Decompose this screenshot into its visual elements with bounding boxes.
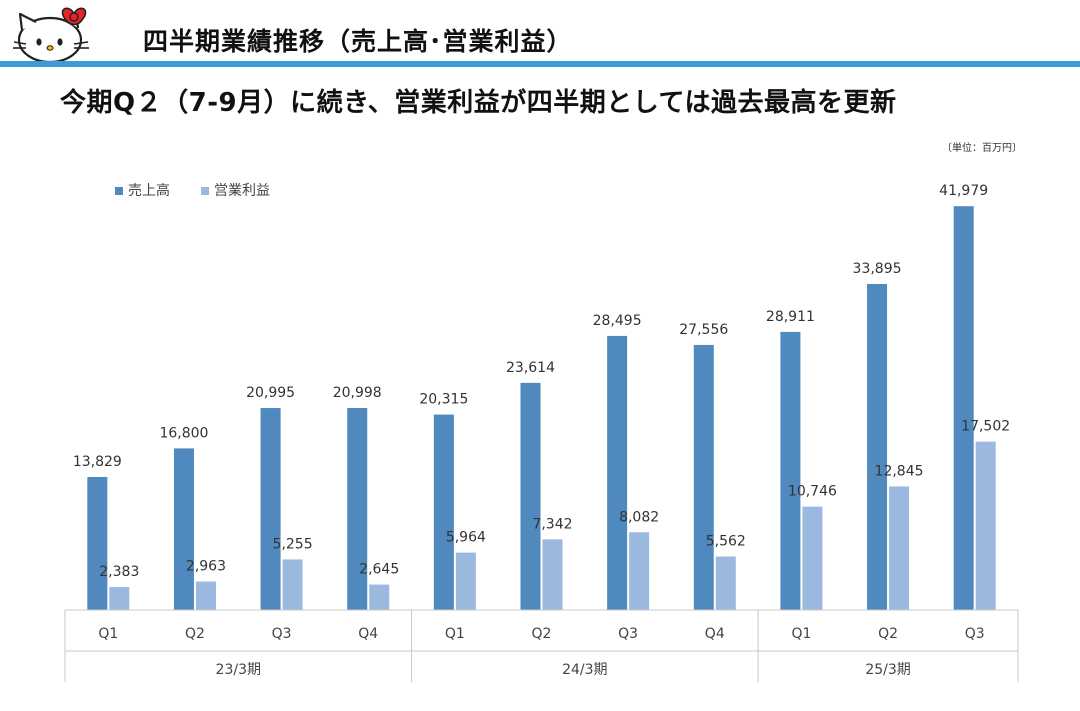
page-title: 四半期業績推移（売上高･営業利益）: [143, 27, 573, 56]
data-label: 10,746: [788, 484, 837, 500]
bar-sales: [87, 476, 108, 610]
bar-operating-income: [369, 584, 390, 610]
data-label: 41,979: [939, 183, 988, 199]
x-tick-label: Q4: [358, 626, 378, 642]
data-label: 20,315: [419, 392, 468, 408]
data-label: 13,829: [73, 454, 122, 470]
bar-operating-income: [109, 587, 130, 610]
group-label: 24/3期: [562, 662, 607, 678]
x-tick-label: Q3: [965, 626, 985, 642]
bar-operating-income: [542, 539, 563, 610]
bar-operating-income: [802, 506, 823, 610]
hello-kitty-logo-icon: [13, 7, 89, 64]
group-label: 23/3期: [216, 662, 261, 678]
data-label: 8,082: [619, 509, 659, 525]
data-label: 2,645: [359, 562, 399, 578]
data-label: 7,342: [532, 516, 572, 532]
data-label: 20,998: [333, 385, 382, 401]
data-label: 5,562: [706, 533, 746, 549]
data-label: 27,556: [679, 322, 728, 338]
group-label: 25/3期: [865, 662, 910, 678]
data-label: 28,911: [766, 309, 815, 325]
bar-sales: [347, 408, 368, 610]
bar-sales: [693, 344, 714, 610]
bar-operating-income: [455, 552, 476, 610]
legend-label-1: 営業利益: [214, 183, 270, 199]
data-label: 12,845: [875, 463, 924, 479]
x-tick-label: Q1: [791, 626, 811, 642]
legend-label-0: 売上高: [128, 182, 170, 199]
legend-swatch-1: [201, 187, 209, 195]
unit-note: 〔単位：百万円〕: [942, 143, 1022, 154]
bar-sales: [867, 283, 888, 610]
x-tick-label: Q3: [618, 626, 638, 642]
bar-operating-income: [975, 441, 996, 610]
data-label: 2,383: [99, 564, 139, 580]
headline: 今期Q２（7-9月）に続き、営業利益が四半期としては過去最高を更新: [60, 88, 897, 118]
x-tick-label: Q3: [272, 626, 292, 642]
bar-sales: [780, 331, 801, 610]
bar-sales: [607, 335, 628, 610]
data-label: 20,995: [246, 385, 295, 401]
bar-sales: [520, 382, 541, 610]
header-divider: [0, 61, 1080, 67]
x-tick-label: Q2: [185, 626, 205, 642]
x-tick-label: Q1: [445, 626, 465, 642]
data-label: 2,963: [186, 558, 226, 574]
x-tick-label: Q4: [705, 626, 725, 642]
bar-operating-income: [715, 556, 736, 610]
header: 四半期業績推移（売上高･営業利益）: [0, 0, 1080, 70]
data-label: 28,495: [593, 313, 642, 329]
legend-swatch-0: [115, 187, 123, 195]
bar-operating-income: [889, 486, 910, 610]
bar-operating-income: [195, 581, 216, 610]
bar-sales: [433, 414, 454, 610]
bar-operating-income: [282, 559, 303, 610]
data-label: 16,800: [159, 425, 208, 441]
data-label: 17,502: [961, 419, 1010, 435]
bar-sales: [260, 408, 281, 610]
x-tick-label: Q1: [98, 626, 118, 642]
data-label: 5,964: [446, 530, 486, 546]
data-label: 5,255: [273, 536, 313, 552]
x-tick-label: Q2: [878, 626, 898, 642]
x-tick-label: Q2: [532, 626, 552, 642]
data-label: 23,614: [506, 360, 555, 376]
bar-sales: [953, 206, 974, 610]
bar-operating-income: [629, 532, 650, 610]
bar-sales: [173, 448, 194, 610]
data-label: 33,895: [853, 261, 902, 277]
